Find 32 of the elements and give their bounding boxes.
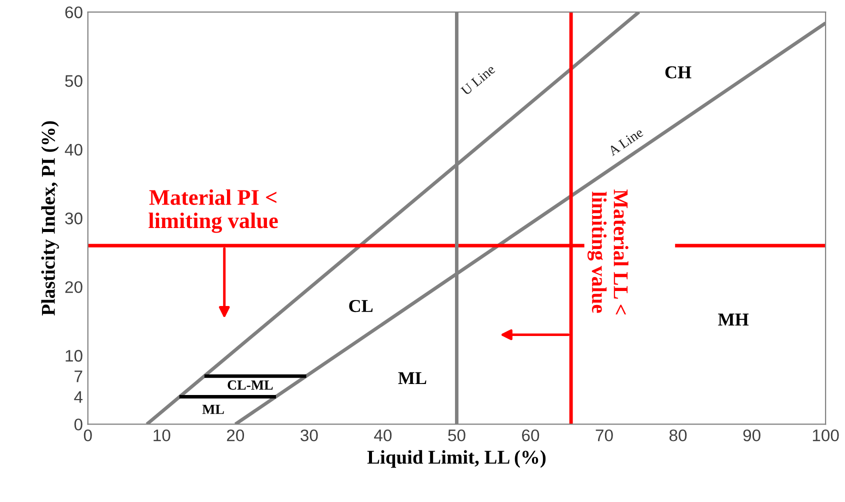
y-axis-title: Plasticity Index, PI (%)	[41, 121, 59, 316]
x-tick-label: 80	[669, 429, 687, 442]
y-tick-label: 7	[74, 370, 82, 382]
x-tick-label: 10	[154, 429, 170, 442]
x-tick-label: 30	[300, 429, 318, 442]
x-tick-label: 90	[743, 429, 760, 442]
annotation: Material PI < limiting value	[148, 189, 278, 233]
y-tick-label: 0	[74, 418, 82, 430]
annotation: CL	[349, 300, 373, 312]
x-tick-label: 40	[374, 429, 392, 442]
x-axis-title: Liquid Limit, LL (%)	[367, 450, 546, 468]
annotation: U Line	[460, 64, 496, 96]
y-tick-label: 60	[65, 6, 82, 18]
annotation: CL-ML	[228, 380, 273, 390]
x-tick-label: 70	[596, 429, 613, 442]
annotation: A Line	[607, 127, 644, 156]
x-tick-label: 50	[448, 429, 466, 442]
annotation: ML	[398, 372, 426, 384]
annotation: MH	[718, 314, 749, 326]
x-tick-label: 100	[812, 429, 839, 442]
x-tick-label: 20	[226, 429, 244, 442]
y-tick-label: 4	[74, 391, 83, 403]
annotation: Material LL < limiting value	[588, 189, 628, 314]
y-tick-label: 50	[65, 75, 82, 87]
y-tick-label: 30	[65, 212, 82, 224]
y-tick-label: 40	[64, 144, 82, 156]
x-tick-label: 60	[522, 429, 540, 442]
y-tick-label: 10	[66, 350, 82, 362]
y-tick-label: 20	[65, 281, 82, 294]
annotation: ML	[202, 404, 224, 414]
annotation: CH	[665, 66, 692, 78]
x-tick-label: 0	[84, 429, 92, 442]
